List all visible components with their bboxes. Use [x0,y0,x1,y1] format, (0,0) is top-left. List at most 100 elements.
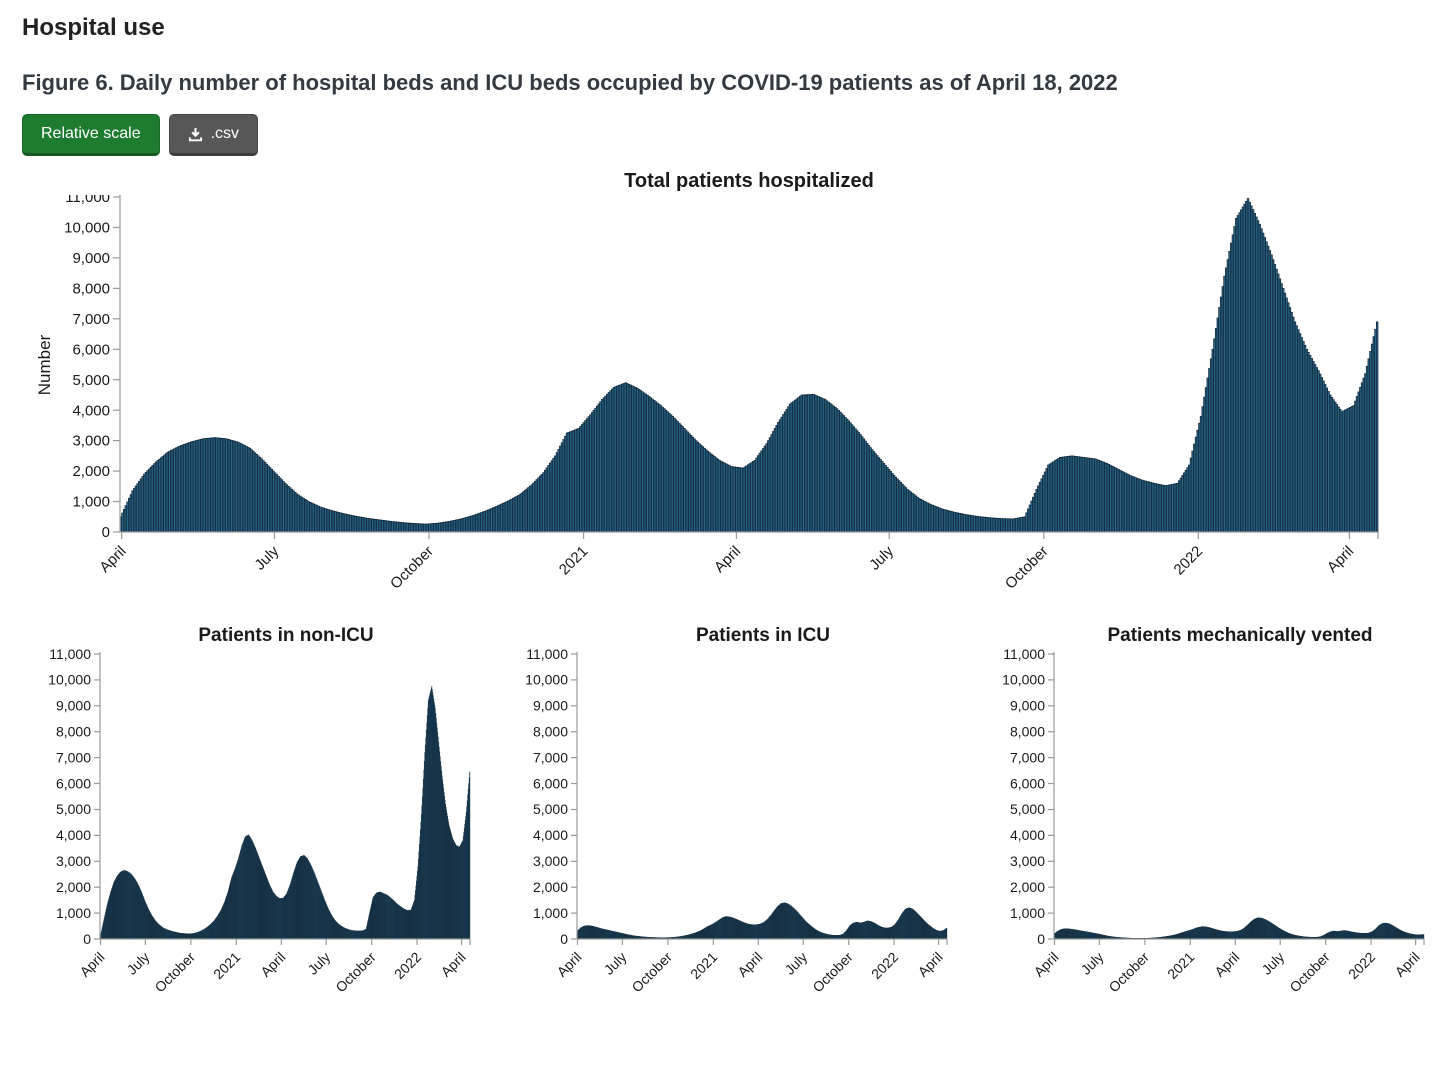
svg-text:3,000: 3,000 [56,853,91,869]
svg-text:7,000: 7,000 [72,311,110,328]
svg-text:April: April [438,949,469,980]
svg-text:5,000: 5,000 [533,801,568,817]
svg-text:11,000: 11,000 [1003,649,1045,662]
chart-title: Patients mechanically vented [1107,625,1373,646]
svg-text:2,000: 2,000 [1010,879,1045,895]
svg-text:October: October [387,543,437,593]
svg-text:8,000: 8,000 [56,724,91,740]
svg-text:2,000: 2,000 [72,463,110,480]
chart-total-hospitalized: Total patients hospitalized 0 1,000 2,000 3… [20,170,1392,599]
svg-text:4,000: 4,000 [72,402,110,419]
svg-text:7,000: 7,000 [1010,749,1045,765]
svg-text:2,000: 2,000 [533,879,568,895]
svg-text:1,000: 1,000 [1010,905,1045,921]
small-charts-row: Patients in non-ICU 0 1,000 2,000 3,000 4,00… [14,625,1456,1005]
svg-text:April: April [76,949,107,980]
svg-text:October: October [1105,949,1152,996]
mechanically-vented-plot[interactable]: 0 1,000 2,000 3,000 4,000 5,000 6,000 7,000 8,00… [968,646,1433,1005]
svg-text:8,000: 8,000 [1010,724,1045,740]
svg-text:July: July [124,949,153,978]
svg-text:2022: 2022 [1171,543,1207,579]
svg-text:0: 0 [83,931,91,947]
svg-text:April: April [257,949,288,980]
svg-text:10,000: 10,000 [48,672,91,688]
svg-text:11,000: 11,000 [49,649,91,662]
non-icu-plot[interactable]: 0 1,000 2,000 3,000 4,000 5,000 6,000 7,000 8,00… [14,646,479,1005]
svg-text:April: April [1211,949,1242,980]
svg-text:1,000: 1,000 [533,905,568,921]
download-icon [188,127,203,142]
svg-text:April: April [1392,949,1423,980]
svg-text:9,000: 9,000 [533,698,568,714]
svg-text:July: July [781,949,810,978]
svg-text:October: October [151,949,198,996]
svg-text:6,000: 6,000 [1010,775,1045,791]
svg-text:3,000: 3,000 [72,433,110,450]
page-title: Hospital use [22,14,165,41]
svg-text:April: April [1324,543,1357,576]
svg-text:10,000: 10,000 [525,672,568,688]
svg-text:July: July [866,542,897,573]
svg-text:April: April [711,543,744,576]
svg-text:July: July [1078,949,1107,978]
svg-text:April: April [915,949,946,980]
svg-text:2021: 2021 [210,949,243,982]
relative-scale-button[interactable]: Relative scale [22,114,160,156]
svg-text:0: 0 [560,931,568,947]
svg-text:10,000: 10,000 [1002,672,1045,688]
svg-text:October: October [1286,949,1333,996]
svg-text:July: July [1258,949,1287,978]
csv-button-label: .csv [210,125,240,142]
csv-download-button[interactable]: .csv [168,114,259,156]
svg-text:8,000: 8,000 [533,724,568,740]
svg-text:5,000: 5,000 [56,801,91,817]
svg-text:October: October [628,949,675,996]
svg-text:2021: 2021 [687,949,720,982]
svg-text:9,000: 9,000 [72,250,110,267]
svg-text:10,000: 10,000 [64,220,110,237]
svg-text:October: October [809,949,856,996]
svg-text:1,000: 1,000 [56,905,91,921]
toolbar: Relative scale .csv [22,114,1456,156]
chart-title: Total patients hospitalized [624,170,874,192]
svg-text:5,000: 5,000 [1010,801,1045,817]
chart-title: Patients in non-ICU [198,625,374,646]
svg-text:7,000: 7,000 [56,749,91,765]
svg-text:11,000: 11,000 [65,195,110,206]
total-hospitalized-plot[interactable]: 0 1,000 2,000 3,000 4,000 5,000 6,000 7,000 8,00… [20,189,1392,599]
svg-text:July: July [251,542,282,573]
svg-text:6,000: 6,000 [533,775,568,791]
svg-text:Number: Number [35,334,54,395]
chart-non-icu: Patients in non-ICU 0 1,000 2,000 3,000 4,00… [14,625,479,1005]
svg-text:2021: 2021 [1164,949,1197,982]
svg-text:April: April [96,543,129,576]
svg-text:6,000: 6,000 [56,775,91,791]
chart-title: Patients in ICU [695,625,831,646]
svg-text:4,000: 4,000 [56,827,91,843]
svg-text:0: 0 [102,524,110,541]
svg-text:3,000: 3,000 [533,853,568,869]
svg-text:8,000: 8,000 [72,281,110,298]
svg-text:2,000: 2,000 [56,879,91,895]
svg-text:0: 0 [1037,931,1045,947]
svg-text:11,000: 11,000 [526,649,568,662]
chart-mechanically-vented: Patients mechanically vented 0 1,000 2,000… [968,625,1433,1005]
svg-text:1,000: 1,000 [72,494,110,511]
svg-text:July: July [304,949,333,978]
page: Hospital use Figure 6. Daily number of h… [0,14,1456,1070]
svg-text:July: July [601,949,630,978]
svg-text:2022: 2022 [1345,949,1378,982]
svg-text:April: April [734,949,765,980]
svg-text:4,000: 4,000 [1010,827,1045,843]
svg-text:3,000: 3,000 [1010,853,1045,869]
svg-text:2022: 2022 [391,949,424,982]
svg-text:9,000: 9,000 [56,698,91,714]
figure-caption: Figure 6. Daily number of hospital beds … [22,70,1118,95]
icu-plot[interactable]: 0 1,000 2,000 3,000 4,000 5,000 6,000 7,000 8,00… [491,646,956,1005]
svg-text:4,000: 4,000 [533,827,568,843]
svg-text:April: April [553,949,584,980]
svg-text:2021: 2021 [556,543,592,579]
svg-text:2022: 2022 [868,949,901,982]
svg-text:April: April [1030,949,1061,980]
svg-text:7,000: 7,000 [533,749,568,765]
